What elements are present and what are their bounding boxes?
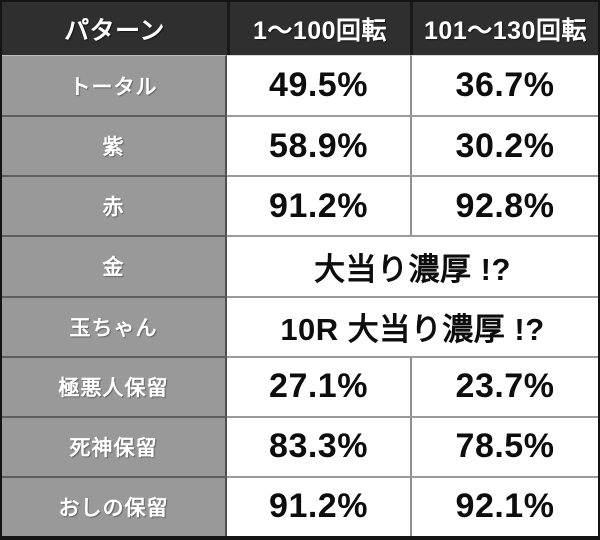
row-label: 玉ちゃん (2, 295, 227, 356)
table-row: 死神保留 83.3% 78.5% (2, 415, 598, 476)
row-label: おしの保留 (2, 475, 227, 536)
row-value-1-100: 91.2% (227, 175, 410, 236)
row-value-1-100: 91.2% (227, 475, 410, 536)
table-row: トータル 49.5% 36.7% (2, 55, 598, 116)
row-value-span: 大当り濃厚 !? (227, 235, 598, 296)
row-label: 死神保留 (2, 415, 227, 476)
row-value-101-130: 23.7% (410, 355, 598, 416)
row-value-101-130: 78.5% (410, 415, 598, 476)
table-body: トータル 49.5% 36.7% 紫 58.9% 30.2% 赤 91.2% 92.8% 金大当り… (2, 55, 598, 536)
table-row: 極悪人保留 27.1% 23.7% (2, 355, 598, 416)
header-pattern: パターン (64, 16, 165, 45)
row-value-1-100: 27.1% (227, 355, 410, 416)
header-spins-101-130: 101〜130回転 (410, 2, 598, 55)
row-label: 赤 (2, 175, 227, 236)
row-value-101-130: 92.1% (410, 475, 598, 536)
row-value-span: 10R 大当り濃厚 !? (227, 295, 598, 356)
table-row: 赤 91.2% 92.8% (2, 175, 598, 236)
row-value-1-100: 58.9% (227, 115, 410, 176)
table-row: 玉ちゃん 10R 大当り濃厚 !? (2, 295, 598, 356)
header-spins-1-100: 1〜100回転 (227, 2, 410, 55)
row-label: 紫 (2, 115, 227, 176)
table-row: 金大当り濃厚 !? (2, 235, 598, 296)
row-label: 金 (2, 235, 227, 296)
row-value-1-100: 49.5% (227, 55, 410, 116)
table-header-row: パターン 1〜100回転 101〜130回転 (2, 2, 598, 55)
row-value-101-130: 30.2% (410, 115, 598, 176)
row-value-101-130: 92.8% (410, 175, 598, 236)
row-label: トータル (2, 55, 227, 116)
table-row: おしの保留 91.2% 92.1% (2, 475, 598, 536)
row-value-1-100: 83.3% (227, 415, 410, 476)
row-label: 極悪人保留 (2, 355, 227, 416)
row-value-101-130: 36.7% (410, 55, 598, 116)
table-row: 紫 58.9% 30.2% (2, 115, 598, 176)
